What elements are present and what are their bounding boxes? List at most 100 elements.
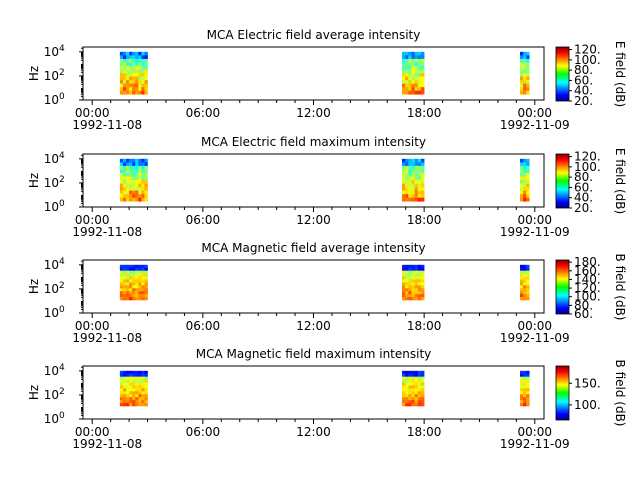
spectrogram-cell bbox=[132, 69, 136, 74]
spectrogram-cell bbox=[126, 397, 130, 401]
spectrogram-cell bbox=[414, 291, 419, 295]
spectrogram-cell bbox=[129, 187, 133, 191]
spectrogram-cell bbox=[135, 297, 139, 301]
spectrogram-cell bbox=[411, 190, 415, 195]
spectrogram-cell bbox=[119, 376, 124, 380]
spectrogram-cell bbox=[411, 291, 415, 295]
spectrogram-cell bbox=[126, 282, 130, 286]
spectrogram-cell bbox=[405, 379, 409, 383]
spectrogram-cell bbox=[420, 187, 425, 191]
spectrogram-cell bbox=[408, 55, 412, 60]
spectrogram-cell bbox=[523, 58, 527, 63]
spectrogram-cell bbox=[135, 391, 139, 395]
spectrogram-cell bbox=[411, 376, 415, 380]
spectrogram-cell bbox=[119, 394, 124, 398]
spectrogram-cell bbox=[523, 403, 527, 407]
spectrogram-cell bbox=[119, 169, 124, 174]
spectrogram-cell bbox=[138, 73, 142, 77]
x-tick-label: 00:00 bbox=[517, 319, 552, 333]
spectrogram-cell bbox=[414, 282, 419, 286]
spectrogram-cell bbox=[141, 264, 145, 269]
axes-frame bbox=[82, 365, 545, 420]
spectrogram-cell bbox=[520, 391, 524, 395]
spectrogram-cell bbox=[408, 394, 412, 398]
spectrogram-cell bbox=[408, 273, 412, 277]
spectrogram-cell bbox=[119, 400, 124, 404]
spectrogram-cell bbox=[138, 90, 142, 95]
spectrogram-cell bbox=[414, 388, 419, 392]
spectrogram-cell bbox=[408, 187, 412, 191]
y-axis-label: Hz bbox=[27, 279, 41, 294]
x-tick-label: 18:00 bbox=[407, 319, 442, 333]
spectrogram-cell bbox=[122, 197, 127, 202]
spectrogram-cell bbox=[414, 400, 419, 404]
spectrogram-cell bbox=[520, 165, 524, 170]
spectrogram-cell bbox=[129, 288, 133, 292]
y-tick-exponent: 4 bbox=[59, 257, 65, 267]
spectrogram-cell bbox=[408, 376, 412, 380]
spectrogram-cell bbox=[402, 388, 406, 392]
spectrogram-cell bbox=[138, 373, 142, 377]
spectrogram-cell bbox=[420, 169, 425, 174]
spectrogram-cell bbox=[402, 183, 406, 188]
spectrogram-cell bbox=[417, 194, 422, 199]
spectrogram-cell bbox=[119, 279, 124, 283]
spectrogram-cell bbox=[408, 158, 412, 163]
spectrogram-cell bbox=[405, 80, 409, 84]
spectrogram-cell bbox=[523, 270, 527, 274]
x-tick-label: 00:00 bbox=[75, 213, 110, 227]
spectrogram-cell bbox=[119, 183, 124, 188]
spectrogram-cell bbox=[414, 76, 419, 81]
spectrogram-cell bbox=[141, 388, 145, 392]
spectrogram-cell bbox=[122, 176, 127, 181]
spectrogram-cell bbox=[138, 187, 142, 191]
spectrogram-cell bbox=[411, 294, 415, 298]
spectrogram-cell bbox=[122, 276, 127, 280]
spectrogram-cell bbox=[138, 197, 142, 202]
spectrogram-cell bbox=[408, 388, 412, 392]
spectrogram-cell bbox=[420, 62, 425, 67]
spectrogram-cell bbox=[420, 51, 425, 56]
spectrogram-cell bbox=[138, 288, 142, 292]
spectrogram-cell bbox=[144, 190, 148, 195]
y-axis-label: Hz bbox=[27, 385, 41, 400]
spectrogram-cell bbox=[129, 69, 133, 74]
spectrogram-cell bbox=[138, 285, 142, 289]
spectrogram-cell bbox=[405, 279, 409, 283]
spectrogram-cell bbox=[138, 397, 142, 401]
spectrogram-cell bbox=[405, 190, 409, 195]
spectrogram-cell bbox=[122, 194, 127, 199]
spectrogram-cell bbox=[414, 73, 419, 77]
spectrogram-cell bbox=[138, 273, 142, 277]
spectrogram-cell bbox=[417, 58, 422, 63]
spectrogram-cell bbox=[411, 87, 415, 92]
spectrogram-cell bbox=[132, 388, 136, 392]
spectrogram-cell bbox=[417, 400, 422, 404]
spectrogram-cell bbox=[414, 379, 419, 383]
spectrogram-block bbox=[119, 51, 148, 95]
spectrogram-cell bbox=[420, 58, 425, 63]
spectrogram-cell bbox=[126, 388, 130, 392]
spectrogram-cell bbox=[119, 55, 124, 60]
spectrogram-cell bbox=[144, 158, 148, 163]
spectrogram-cell bbox=[405, 83, 409, 88]
spectrogram-cell bbox=[132, 172, 136, 177]
spectrogram-block bbox=[402, 51, 425, 95]
spectrogram-cell bbox=[122, 379, 127, 383]
spectrogram-cell bbox=[526, 90, 530, 95]
spectrogram-cell bbox=[523, 370, 527, 375]
spectrogram-cell bbox=[122, 282, 127, 286]
spectrogram-cell bbox=[122, 270, 127, 274]
spectrogram-cell bbox=[402, 294, 406, 298]
spectrogram-cell bbox=[402, 69, 406, 74]
spectrogram-cell bbox=[141, 83, 145, 88]
spectrogram-cell bbox=[408, 180, 412, 184]
spectrogram-cell bbox=[526, 187, 530, 191]
spectrogram-cell bbox=[135, 267, 139, 271]
spectrogram-cell bbox=[138, 382, 142, 386]
spectrogram-cell bbox=[520, 55, 524, 60]
spectrogram-cell bbox=[144, 69, 148, 74]
spectrogram-cell bbox=[420, 194, 425, 199]
spectrogram-cell bbox=[414, 90, 419, 95]
spectrogram-cell bbox=[420, 276, 425, 280]
